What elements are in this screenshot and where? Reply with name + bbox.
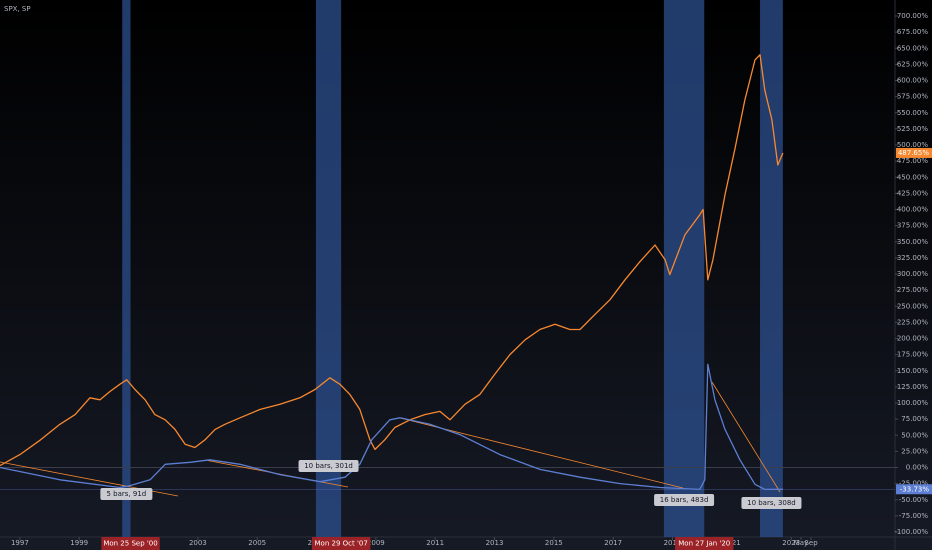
y-tick-label: -25.00% bbox=[899, 480, 929, 488]
y-tick-label: 675.00% bbox=[897, 28, 928, 36]
y-tick-label: 650.00% bbox=[897, 44, 928, 52]
x-tick-label: 2019 bbox=[664, 539, 682, 547]
y-tick-label: -100.00% bbox=[894, 528, 928, 536]
highlight-band bbox=[663, 0, 705, 537]
last-value-label: 487.65% bbox=[898, 149, 929, 157]
y-tick-label: 200.00% bbox=[897, 335, 928, 343]
y-tick-label: 575.00% bbox=[897, 93, 928, 101]
x-tick-label: 2017 bbox=[604, 539, 622, 547]
x-tick-label: 2009 bbox=[367, 539, 385, 547]
last-value-tag bbox=[896, 147, 932, 158]
measure-box bbox=[298, 460, 359, 472]
x-tick-label: 2003 bbox=[189, 539, 207, 547]
date-marker-box bbox=[311, 537, 371, 550]
y-tick-label: 550.00% bbox=[897, 109, 928, 117]
y-tick-label: 425.00% bbox=[897, 189, 928, 197]
y-tick-label: 100.00% bbox=[897, 399, 928, 407]
y-tick-label: 375.00% bbox=[897, 222, 928, 230]
y-tick-label: 525.00% bbox=[897, 125, 928, 133]
measure-label: 5 bars, 91d bbox=[106, 490, 146, 498]
x-tick-label: May bbox=[794, 539, 808, 547]
measure-label: 10 bars, 301d bbox=[304, 462, 353, 470]
y-tick-label: 0.00% bbox=[906, 464, 929, 472]
y-tick-label: 475.00% bbox=[897, 157, 928, 165]
y-tick-label: 275.00% bbox=[897, 286, 928, 294]
chart-title: SPX, SP bbox=[4, 5, 31, 13]
trend-line bbox=[711, 381, 781, 493]
y-tick-label: 75.00% bbox=[901, 415, 928, 423]
y-tick-label: 50.00% bbox=[901, 431, 928, 439]
x-tick-label: 1999 bbox=[70, 539, 88, 547]
measure-label: 16 bars, 483d bbox=[660, 496, 709, 504]
y-tick-label: 500.00% bbox=[897, 141, 928, 149]
y-tick-label: -75.00% bbox=[899, 512, 929, 520]
y-tick-label: 250.00% bbox=[897, 302, 928, 310]
highlight-band bbox=[315, 0, 342, 537]
y-tick-label: 350.00% bbox=[897, 238, 928, 246]
measure-box bbox=[654, 494, 715, 506]
y-tick-label: 225.00% bbox=[897, 318, 928, 326]
date-marker-box bbox=[675, 537, 734, 550]
y-tick-label: 700.00% bbox=[897, 12, 928, 20]
y-tick-label: 150.00% bbox=[897, 367, 928, 375]
last-value-tag bbox=[896, 484, 932, 495]
y-tick-label: 325.00% bbox=[897, 254, 928, 262]
y-tick-label: 25.00% bbox=[901, 447, 928, 455]
date-marker-box bbox=[101, 537, 160, 550]
x-tick-label: 2013 bbox=[486, 539, 504, 547]
x-tick-label: 1997 bbox=[11, 539, 29, 547]
measure-box bbox=[100, 488, 153, 500]
y-tick-label: 125.00% bbox=[897, 383, 928, 391]
y-tick-label: 300.00% bbox=[897, 270, 928, 278]
measure-box bbox=[741, 497, 802, 509]
last-value-label: -33.73% bbox=[900, 485, 930, 493]
date-marker-label: Mon 29 Oct '07 bbox=[315, 540, 368, 548]
highlight-band bbox=[760, 0, 783, 537]
y-tick-label: 600.00% bbox=[897, 77, 928, 85]
y-tick-label: 450.00% bbox=[897, 173, 928, 181]
x-tick-label: Sep bbox=[804, 539, 818, 547]
y-tick-label: -50.00% bbox=[899, 496, 929, 504]
series-line bbox=[0, 363, 783, 491]
measure-label: 10 bars, 308d bbox=[747, 499, 796, 507]
highlight-band bbox=[122, 0, 131, 537]
x-tick-label: 2015 bbox=[545, 539, 563, 547]
x-tick-label: 2023 bbox=[782, 539, 800, 547]
date-marker-label: Mon 25 Sep '00 bbox=[103, 540, 157, 548]
y-tick-label: 400.00% bbox=[897, 206, 928, 214]
x-tick-label: 2011 bbox=[426, 539, 444, 547]
y-tick-label: 175.00% bbox=[897, 351, 928, 359]
x-tick-label: 2005 bbox=[248, 539, 266, 547]
y-tick-label: 625.00% bbox=[897, 60, 928, 68]
date-marker-label: Mon 27 Jan '20 bbox=[678, 540, 730, 548]
